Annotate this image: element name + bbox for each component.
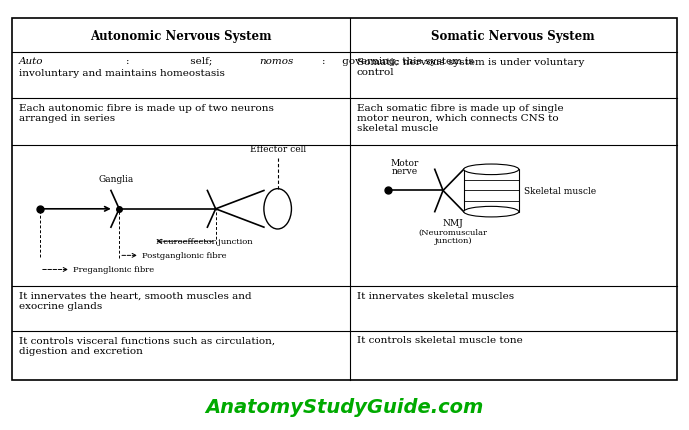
Text: It innervates skeletal muscles: It innervates skeletal muscles — [357, 291, 514, 300]
Bar — [12, 19, 677, 381]
Text: :: : — [322, 56, 325, 65]
Text: junction): junction) — [435, 237, 472, 245]
Text: :: : — [125, 56, 129, 65]
Text: nerve: nerve — [392, 167, 418, 176]
Ellipse shape — [464, 207, 519, 218]
Text: Somatic Nervous System: Somatic Nervous System — [431, 30, 595, 43]
Text: Preganglionic fibre: Preganglionic fibre — [73, 266, 154, 274]
Text: (Neuromuscular: (Neuromuscular — [419, 228, 488, 236]
Text: Skeletal muscle: Skeletal muscle — [524, 187, 597, 196]
Text: Postganglionic fibre: Postganglionic fibre — [142, 252, 227, 260]
Text: Autonomic Nervous System: Autonomic Nervous System — [90, 30, 272, 43]
Text: It controls skeletal muscle tone: It controls skeletal muscle tone — [357, 335, 523, 344]
Text: nomos: nomos — [260, 56, 294, 65]
Text: Motor: Motor — [391, 159, 420, 168]
Text: Each somatic fibre is made up of single
motor neuron, which connects CNS to
skel: Each somatic fibre is made up of single … — [357, 103, 564, 133]
Text: Somatic nervous system is under voluntary
control: Somatic nervous system is under voluntar… — [357, 58, 584, 77]
Bar — [464, 170, 519, 212]
Text: It controls visceral functions such as circulation,
digestion and excretion: It controls visceral functions such as c… — [19, 335, 276, 355]
Text: Neuroeffector junction: Neuroeffector junction — [156, 238, 252, 246]
Ellipse shape — [464, 165, 519, 175]
Text: involuntary and maintains homeostasis: involuntary and maintains homeostasis — [19, 69, 225, 78]
Text: It innervates the heart, smooth muscles and
exocrine glands: It innervates the heart, smooth muscles … — [19, 291, 252, 310]
Text: Each autonomic fibre is made up of two neurons
arranged in series: Each autonomic fibre is made up of two n… — [19, 103, 274, 123]
Text: NMJ: NMJ — [443, 218, 464, 227]
Text: governing; this system is: governing; this system is — [339, 56, 474, 65]
Text: Ganglia: Ganglia — [98, 174, 134, 183]
Text: Auto: Auto — [19, 56, 44, 65]
Text: self;: self; — [187, 56, 216, 65]
Text: Effector cell: Effector cell — [249, 144, 306, 154]
Text: AnatomyStudyGuide.com: AnatomyStudyGuide.com — [205, 397, 484, 416]
